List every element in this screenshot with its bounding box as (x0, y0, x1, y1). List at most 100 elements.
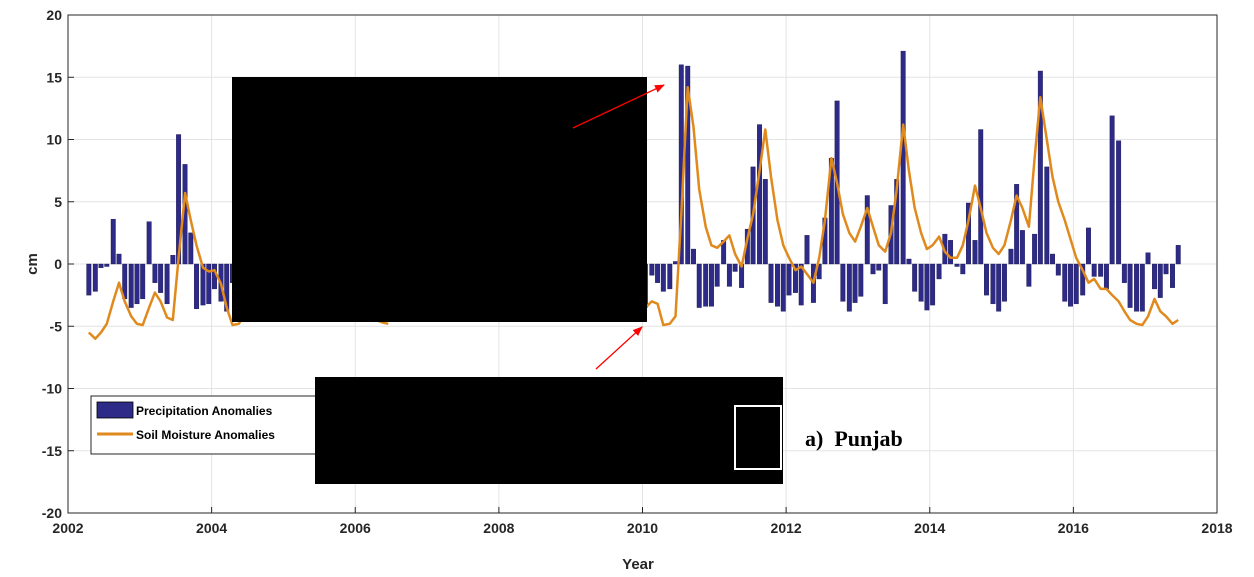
precipitation-bar (972, 240, 978, 265)
precipitation-bar (667, 263, 673, 290)
y-axis-title: cm (24, 253, 41, 275)
precipitation-bar (110, 218, 116, 265)
precipitation-bar (990, 263, 996, 305)
x-tick-label: 2002 (52, 520, 83, 536)
y-tick-label: 15 (46, 69, 62, 85)
y-axis-ticks: -20 -15 -10 -5 0 5 10 15 20 (42, 7, 74, 521)
precipitation-bar (732, 263, 738, 272)
precipitation-bar (1001, 263, 1007, 302)
precipitation-bar (158, 263, 164, 293)
precipitation-bar (649, 263, 655, 276)
precipitation-bar (1014, 184, 1020, 265)
precipitation-bar (691, 248, 696, 265)
precipitation-bar (1152, 263, 1157, 290)
redaction-inner-box (734, 405, 782, 470)
redaction-block-top (232, 77, 647, 322)
x-tick-label: 2016 (1058, 520, 1089, 536)
redaction-block-bottom-edge (315, 377, 325, 484)
precipitation-bar (685, 65, 691, 265)
precipitation-bar (703, 263, 709, 307)
precipitation-bar (1116, 140, 1122, 265)
precipitation-bar (170, 255, 176, 265)
precipitation-bar (870, 263, 876, 275)
precipitation-bar (1044, 166, 1050, 265)
precipitation-bar (212, 263, 217, 290)
soil-moisture-line (87, 191, 246, 340)
x-tick-label: 2014 (914, 520, 945, 536)
soil-moisture-line (641, 85, 1179, 327)
x-tick-label: 2008 (483, 520, 514, 536)
precipitation-bar (673, 261, 678, 265)
precipitation-bar (912, 263, 918, 292)
precipitation-bar (714, 263, 720, 287)
precipitation-bar (804, 235, 810, 265)
precipitation-bar (1127, 263, 1133, 308)
precipitation-bar (1062, 263, 1068, 302)
y-tick-label: 0 (54, 256, 62, 272)
precipitation-bar (1163, 263, 1169, 275)
precipitation-bar (1175, 245, 1181, 265)
precipitation-bar (1032, 233, 1038, 265)
legend-label-soil-moisture: Soil Moisture Anomalies (136, 428, 275, 442)
precipitation-bar (954, 263, 960, 267)
precipitation-bar (775, 263, 780, 307)
precipitation-bar (726, 263, 732, 287)
precipitation-bar (116, 253, 122, 265)
annotation-arrow-upper (572, 84, 665, 129)
precipitation-bar (194, 263, 199, 310)
precipitation-bar (1170, 263, 1175, 288)
precipitation-bar (1073, 263, 1079, 305)
y-tick-label: -15 (42, 443, 62, 459)
precipitation-bar (164, 263, 170, 305)
precipitation-bar (188, 232, 194, 265)
precipitation-bar (140, 263, 146, 300)
precipitation-bar (1019, 230, 1025, 265)
precipitation-bar (98, 263, 104, 268)
precipitation-bar (1055, 263, 1061, 276)
y-tick-label: -20 (42, 505, 62, 521)
precipitation-bar (786, 263, 792, 296)
x-tick-label: 2004 (196, 520, 227, 536)
precipitation-bar (840, 263, 846, 302)
y-tick-label: 20 (46, 7, 62, 23)
x-axis-ticks: 2002 2004 2006 2008 2010 2012 2014 2016 2018 (52, 507, 1233, 536)
precipitation-bar (86, 263, 92, 296)
precipitation-bar (930, 263, 936, 306)
precipitation-bar (798, 263, 804, 306)
precipitation-bar (104, 263, 110, 267)
precipitation-bar (1068, 263, 1073, 307)
precipitation-bar (1050, 253, 1055, 265)
precipitation-bar (1109, 115, 1115, 265)
y-tick-label: -10 (42, 381, 62, 397)
precipitation-bar (984, 263, 989, 296)
legend-label-precipitation: Precipitation Anomalies (136, 404, 273, 418)
redaction-block-bottom (315, 377, 783, 484)
x-tick-label: 2006 (340, 520, 371, 536)
legend-bar-swatch (96, 401, 134, 419)
precipitation-bar (152, 263, 158, 283)
precipitation-bar (1157, 263, 1163, 298)
precipitation-bar (1091, 263, 1097, 277)
precipitation-bar (882, 263, 888, 305)
precipitation-bar (960, 263, 966, 275)
precipitation-bar (1080, 263, 1086, 296)
precipitation-bar (900, 50, 906, 265)
precipitation-bar (852, 263, 858, 303)
legend: Precipitation Anomalies Soil Moisture An… (90, 395, 322, 455)
x-axis-title: Year (622, 556, 654, 573)
precipitation-bar (1139, 263, 1145, 312)
precipitation-bar (846, 263, 852, 312)
precipitation-bar (762, 179, 768, 265)
precipitation-bar (708, 263, 714, 307)
precipitation-bar (948, 240, 954, 265)
precipitation-bar (996, 263, 1002, 312)
precipitation-bar (1103, 263, 1109, 290)
precipitation-bar (1037, 70, 1043, 265)
precipitation-bar (918, 263, 924, 302)
precipitation-bar (1145, 252, 1151, 265)
y-tick-label: 10 (46, 132, 62, 148)
precipitation-bar (936, 263, 942, 280)
precipitation-bar (92, 263, 98, 292)
precipitation-bar (660, 263, 666, 292)
precipitation-bar (1086, 227, 1091, 265)
